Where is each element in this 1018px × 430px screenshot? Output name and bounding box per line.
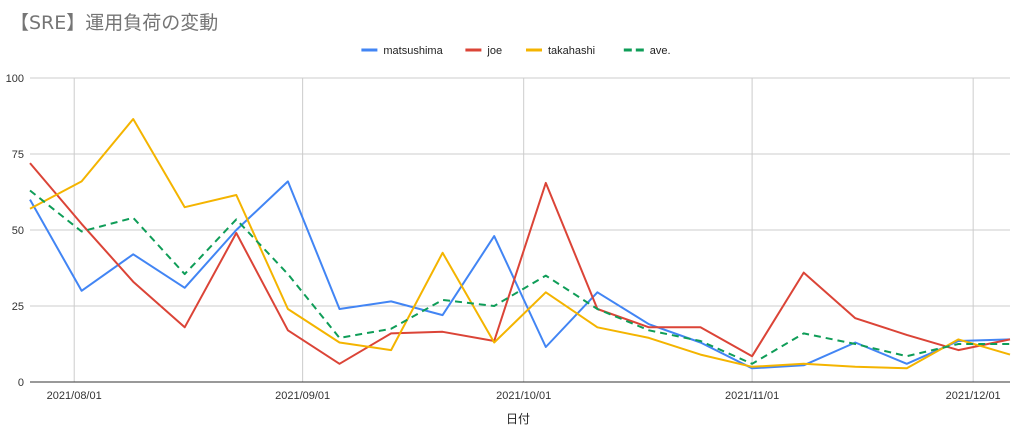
horizontal-gridlines — [30, 77, 1010, 383]
x-tick-label: 2021/12/01 — [946, 390, 1001, 402]
y-tick-label: 25 — [12, 301, 24, 313]
x-tick-label: 2021/09/01 — [275, 390, 330, 402]
x-tick-label: 2021/10/01 — [496, 390, 551, 402]
series-line-matsushima — [29, 180, 1011, 370]
series-line-joe — [29, 162, 1011, 365]
legend-label-joe: joe — [486, 45, 502, 57]
y-tick-label: 100 — [6, 73, 24, 85]
x-axis-title: 日付 — [506, 412, 530, 426]
series-line-ave — [29, 189, 1010, 365]
legend: matsushima joe takahashi ave. — [361, 45, 671, 57]
legend-label-takahashi: takahashi — [548, 45, 595, 57]
y-tick-label: 50 — [12, 225, 24, 237]
y-tick-label: 0 — [18, 377, 24, 389]
legend-label-ave: ave. — [650, 45, 671, 57]
x-tick-label: 2021/08/01 — [47, 390, 102, 402]
series-line-takahashi — [29, 118, 1011, 370]
series-lines — [29, 118, 1011, 370]
y-tick-label: 75 — [12, 149, 24, 161]
chart-title: 【SRE】運用負荷の変動 — [10, 12, 219, 34]
y-axis-ticks: 0 25 50 75 100 — [6, 73, 24, 389]
x-tick-label: 2021/11/01 — [725, 390, 779, 402]
legend-label-matsushima: matsushima — [383, 45, 443, 57]
x-axis-ticks: 2021/08/01 2021/09/01 2021/10/01 2021/11/01… — [47, 390, 1001, 402]
